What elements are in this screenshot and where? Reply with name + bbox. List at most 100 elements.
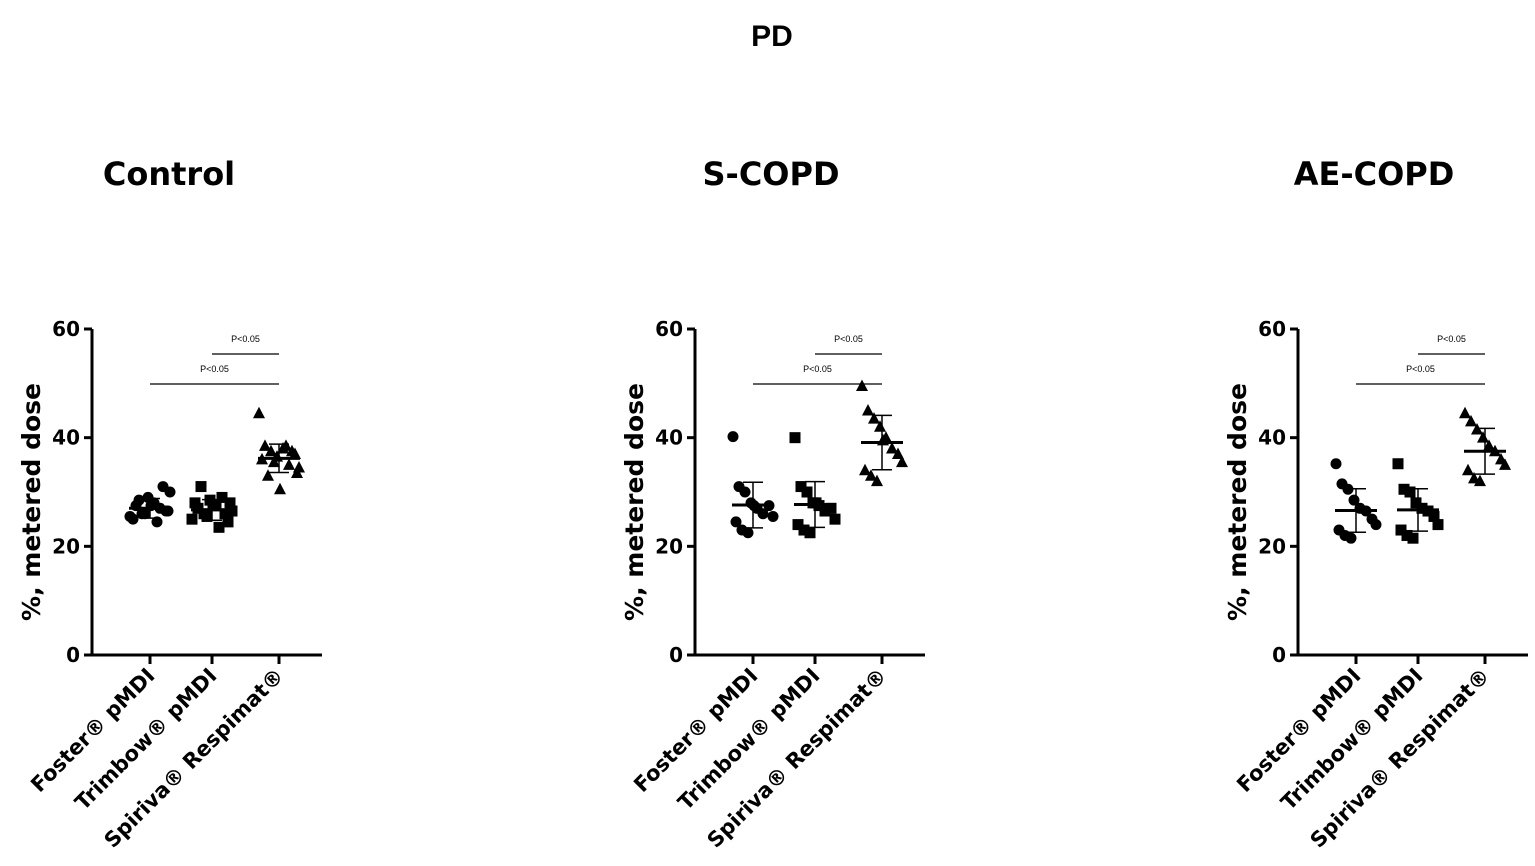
data-point: [1416, 502, 1428, 514]
data-point: [1401, 529, 1413, 541]
data-point: [868, 412, 880, 424]
data-point: [810, 497, 822, 509]
data-point: [801, 486, 813, 498]
y-tick-label: 20: [655, 534, 683, 558]
data-point: [1330, 458, 1342, 470]
significance-label: P<0.05: [803, 364, 832, 374]
data-point: [1395, 524, 1407, 536]
data-point: [1477, 431, 1489, 443]
data-point: [871, 474, 883, 487]
figure-title: PD: [751, 20, 793, 53]
significance-label: P<0.05: [231, 334, 260, 344]
data-point: [219, 508, 231, 520]
data-point: [286, 444, 298, 457]
data-point: [730, 516, 742, 528]
data-point: [1459, 406, 1471, 419]
data-point: [1483, 439, 1495, 451]
data-point: [224, 497, 236, 509]
data-point: [1428, 510, 1440, 522]
data-point: [862, 404, 874, 416]
y-tick-label: 0: [66, 643, 80, 667]
data-point: [259, 439, 271, 451]
data-point: [265, 444, 277, 457]
data-point: [1407, 532, 1419, 544]
data-point: [789, 432, 801, 444]
y-axis-label: %, metered dose: [17, 383, 46, 621]
y-tick-label: 40: [52, 426, 80, 450]
data-point: [792, 519, 804, 531]
data-point: [727, 431, 739, 443]
significance-label: P<0.05: [1406, 364, 1435, 374]
data-point: [739, 486, 751, 498]
data-point: [268, 455, 280, 468]
panel-title: Control: [103, 155, 235, 193]
data-point: [804, 527, 816, 539]
data-point: [1499, 458, 1511, 470]
data-point: [213, 521, 225, 533]
data-point: [1465, 414, 1477, 427]
y-axis-label: %, metered dose: [1223, 383, 1252, 621]
data-point: [253, 406, 265, 419]
data-point: [1398, 483, 1410, 495]
data-point: [291, 466, 303, 478]
data-point: [216, 491, 228, 503]
data-point: [1474, 474, 1486, 487]
panel-title: AE-COPD: [1294, 155, 1455, 193]
data-point: [189, 497, 201, 509]
y-tick-label: 40: [655, 426, 683, 450]
data-point: [186, 513, 198, 525]
data-point: [859, 463, 871, 476]
y-tick-label: 0: [669, 643, 683, 667]
y-tick-label: 60: [52, 317, 80, 341]
y-tick-label: 20: [52, 534, 80, 558]
data-point: [127, 513, 139, 525]
significance-label: P<0.05: [1437, 334, 1466, 344]
data-point: [874, 420, 886, 432]
panel-title: S-COPD: [702, 155, 839, 193]
significance-label: P<0.05: [834, 334, 863, 344]
data-point: [195, 481, 207, 493]
data-point: [1432, 519, 1444, 531]
data-point: [139, 508, 151, 520]
data-point: [222, 516, 234, 528]
y-tick-label: 60: [655, 317, 683, 341]
data-point: [1392, 458, 1404, 470]
data-point: [207, 500, 219, 512]
data-point: [767, 510, 779, 522]
data-point: [1345, 532, 1357, 544]
data-point: [283, 458, 295, 470]
data-point: [1370, 519, 1382, 531]
significance-label: P<0.05: [200, 364, 229, 374]
data-point: [742, 527, 754, 539]
data-point: [1404, 486, 1416, 498]
data-point: [133, 494, 145, 506]
data-point: [1462, 463, 1474, 476]
data-point: [819, 505, 831, 517]
data-point: [798, 524, 810, 536]
y-tick-label: 40: [1258, 426, 1286, 450]
data-point: [1410, 497, 1422, 509]
y-tick-label: 0: [1272, 643, 1286, 667]
y-axis-label: %, metered dose: [620, 383, 649, 621]
y-tick-label: 60: [1258, 317, 1286, 341]
data-point: [886, 442, 898, 454]
data-point: [262, 469, 274, 481]
data-point: [157, 481, 169, 493]
data-point: [795, 481, 807, 493]
data-point: [151, 516, 163, 528]
data-point: [757, 508, 769, 520]
data-point: [201, 510, 213, 522]
data-point: [892, 447, 904, 459]
data-point: [280, 439, 292, 451]
data-point: [856, 379, 868, 392]
data-point: [896, 455, 908, 468]
data-point: [865, 469, 877, 481]
data-point: [825, 502, 837, 514]
data-point: [829, 513, 841, 525]
y-tick-label: 20: [1258, 534, 1286, 558]
